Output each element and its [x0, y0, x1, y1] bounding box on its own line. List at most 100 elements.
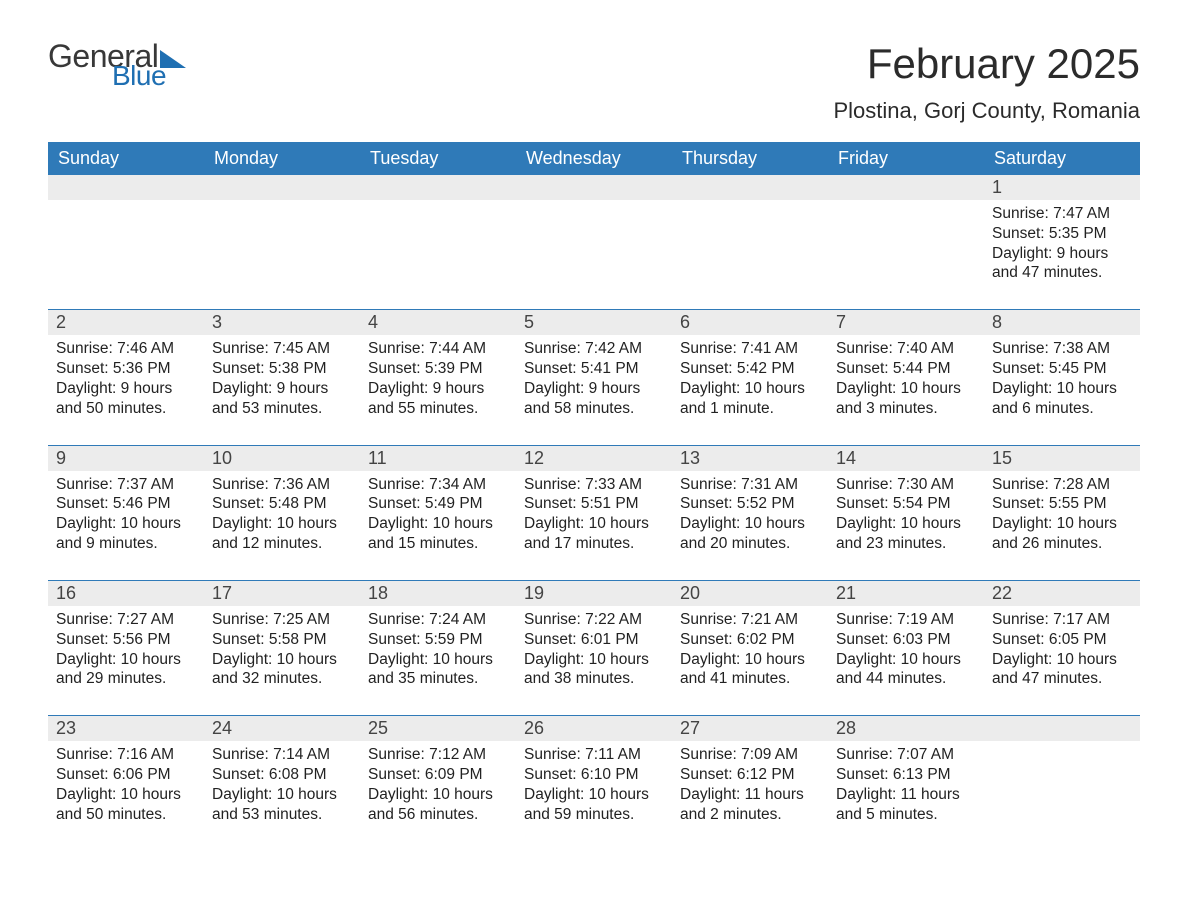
calendar-body: 1Sunrise: 7:47 AMSunset: 5:35 PMDaylight… — [48, 175, 1140, 851]
day-number: 15 — [984, 446, 1140, 471]
day-number: 17 — [204, 581, 360, 606]
sunset-text: Sunset: 6:08 PM — [212, 765, 352, 785]
daylight-text: Daylight: 10 hours and 50 minutes. — [56, 785, 196, 825]
sunset-text: Sunset: 5:41 PM — [524, 359, 664, 379]
sunrise-text: Sunrise: 7:22 AM — [524, 610, 664, 630]
sunset-text: Sunset: 6:10 PM — [524, 765, 664, 785]
day-cell: Sunrise: 7:30 AMSunset: 5:54 PMDaylight:… — [828, 471, 984, 556]
daynum-strip: 1 — [48, 175, 1140, 200]
daylight-text: Daylight: 10 hours and 6 minutes. — [992, 379, 1132, 419]
day-number: 22 — [984, 581, 1140, 606]
daylight-text: Daylight: 9 hours and 53 minutes. — [212, 379, 352, 419]
day-cell: Sunrise: 7:11 AMSunset: 6:10 PMDaylight:… — [516, 741, 672, 826]
weekday-header: Thursday — [672, 142, 828, 175]
day-cell: Sunrise: 7:46 AMSunset: 5:36 PMDaylight:… — [48, 335, 204, 420]
day-number: 6 — [672, 310, 828, 335]
day-number: 7 — [828, 310, 984, 335]
sunset-text: Sunset: 5:59 PM — [368, 630, 508, 650]
daylight-text: Daylight: 10 hours and 17 minutes. — [524, 514, 664, 554]
weekday-header: Saturday — [984, 142, 1140, 175]
daylight-text: Daylight: 10 hours and 1 minute. — [680, 379, 820, 419]
logo-text-blue: Blue — [112, 62, 186, 90]
sunrise-text: Sunrise: 7:09 AM — [680, 745, 820, 765]
location-subtitle: Plostina, Gorj County, Romania — [833, 98, 1140, 124]
day-cell: Sunrise: 7:34 AMSunset: 5:49 PMDaylight:… — [360, 471, 516, 556]
sunrise-text: Sunrise: 7:30 AM — [836, 475, 976, 495]
sunset-text: Sunset: 6:03 PM — [836, 630, 976, 650]
day-cell — [672, 200, 828, 285]
sunset-text: Sunset: 6:05 PM — [992, 630, 1132, 650]
sunset-text: Sunset: 5:45 PM — [992, 359, 1132, 379]
logo: General Blue — [48, 40, 186, 90]
day-cell: Sunrise: 7:27 AMSunset: 5:56 PMDaylight:… — [48, 606, 204, 691]
day-number: 21 — [828, 581, 984, 606]
day-number: 28 — [828, 716, 984, 741]
sunrise-text: Sunrise: 7:47 AM — [992, 204, 1132, 224]
daylight-text: Daylight: 10 hours and 12 minutes. — [212, 514, 352, 554]
sunset-text: Sunset: 5:52 PM — [680, 494, 820, 514]
daynum-strip: 9101112131415 — [48, 446, 1140, 471]
day-cell: Sunrise: 7:42 AMSunset: 5:41 PMDaylight:… — [516, 335, 672, 420]
sunrise-text: Sunrise: 7:31 AM — [680, 475, 820, 495]
daylight-text: Daylight: 10 hours and 47 minutes. — [992, 650, 1132, 690]
week-row: 9101112131415Sunrise: 7:37 AMSunset: 5:4… — [48, 445, 1140, 580]
daylight-text: Daylight: 10 hours and 56 minutes. — [368, 785, 508, 825]
sunrise-text: Sunrise: 7:17 AM — [992, 610, 1132, 630]
day-cell: Sunrise: 7:16 AMSunset: 6:06 PMDaylight:… — [48, 741, 204, 826]
sunrise-text: Sunrise: 7:21 AM — [680, 610, 820, 630]
sunset-text: Sunset: 6:06 PM — [56, 765, 196, 785]
day-cell: Sunrise: 7:28 AMSunset: 5:55 PMDaylight:… — [984, 471, 1140, 556]
day-cell: Sunrise: 7:41 AMSunset: 5:42 PMDaylight:… — [672, 335, 828, 420]
sunset-text: Sunset: 5:46 PM — [56, 494, 196, 514]
daylight-text: Daylight: 10 hours and 59 minutes. — [524, 785, 664, 825]
day-cell: Sunrise: 7:14 AMSunset: 6:08 PMDaylight:… — [204, 741, 360, 826]
daylight-text: Daylight: 10 hours and 23 minutes. — [836, 514, 976, 554]
day-cell: Sunrise: 7:21 AMSunset: 6:02 PMDaylight:… — [672, 606, 828, 691]
sunset-text: Sunset: 5:36 PM — [56, 359, 196, 379]
sunrise-text: Sunrise: 7:14 AM — [212, 745, 352, 765]
day-cell: Sunrise: 7:12 AMSunset: 6:09 PMDaylight:… — [360, 741, 516, 826]
sunset-text: Sunset: 5:56 PM — [56, 630, 196, 650]
day-number: 14 — [828, 446, 984, 471]
sunset-text: Sunset: 5:48 PM — [212, 494, 352, 514]
daylight-text: Daylight: 11 hours and 5 minutes. — [836, 785, 976, 825]
day-cell: Sunrise: 7:17 AMSunset: 6:05 PMDaylight:… — [984, 606, 1140, 691]
sunrise-text: Sunrise: 7:24 AM — [368, 610, 508, 630]
sunset-text: Sunset: 6:12 PM — [680, 765, 820, 785]
sunrise-text: Sunrise: 7:42 AM — [524, 339, 664, 359]
day-number: 24 — [204, 716, 360, 741]
week-row: 16171819202122Sunrise: 7:27 AMSunset: 5:… — [48, 580, 1140, 715]
sunrise-text: Sunrise: 7:37 AM — [56, 475, 196, 495]
sunrise-text: Sunrise: 7:40 AM — [836, 339, 976, 359]
sunrise-text: Sunrise: 7:07 AM — [836, 745, 976, 765]
daylight-text: Daylight: 9 hours and 50 minutes. — [56, 379, 196, 419]
day-cell: Sunrise: 7:31 AMSunset: 5:52 PMDaylight:… — [672, 471, 828, 556]
weekday-header: Friday — [828, 142, 984, 175]
sunset-text: Sunset: 6:13 PM — [836, 765, 976, 785]
sunrise-text: Sunrise: 7:38 AM — [992, 339, 1132, 359]
sunset-text: Sunset: 5:42 PM — [680, 359, 820, 379]
sunset-text: Sunset: 5:39 PM — [368, 359, 508, 379]
day-cell: Sunrise: 7:44 AMSunset: 5:39 PMDaylight:… — [360, 335, 516, 420]
day-number: 26 — [516, 716, 672, 741]
daynum-strip: 2345678 — [48, 310, 1140, 335]
day-cell: Sunrise: 7:36 AMSunset: 5:48 PMDaylight:… — [204, 471, 360, 556]
daylight-text: Daylight: 10 hours and 20 minutes. — [680, 514, 820, 554]
day-number — [828, 175, 984, 200]
week-row: 1Sunrise: 7:47 AMSunset: 5:35 PMDaylight… — [48, 175, 1140, 309]
sunrise-text: Sunrise: 7:46 AM — [56, 339, 196, 359]
daylight-text: Daylight: 9 hours and 55 minutes. — [368, 379, 508, 419]
calendar: Sunday Monday Tuesday Wednesday Thursday… — [48, 142, 1140, 851]
sunrise-text: Sunrise: 7:33 AM — [524, 475, 664, 495]
day-number: 16 — [48, 581, 204, 606]
day-number: 4 — [360, 310, 516, 335]
day-cell: Sunrise: 7:07 AMSunset: 6:13 PMDaylight:… — [828, 741, 984, 826]
daynum-strip: 16171819202122 — [48, 581, 1140, 606]
daylight-text: Daylight: 9 hours and 58 minutes. — [524, 379, 664, 419]
weekday-header: Wednesday — [516, 142, 672, 175]
day-number: 18 — [360, 581, 516, 606]
day-number: 23 — [48, 716, 204, 741]
day-cell: Sunrise: 7:40 AMSunset: 5:44 PMDaylight:… — [828, 335, 984, 420]
day-cell: Sunrise: 7:19 AMSunset: 6:03 PMDaylight:… — [828, 606, 984, 691]
day-cell: Sunrise: 7:25 AMSunset: 5:58 PMDaylight:… — [204, 606, 360, 691]
